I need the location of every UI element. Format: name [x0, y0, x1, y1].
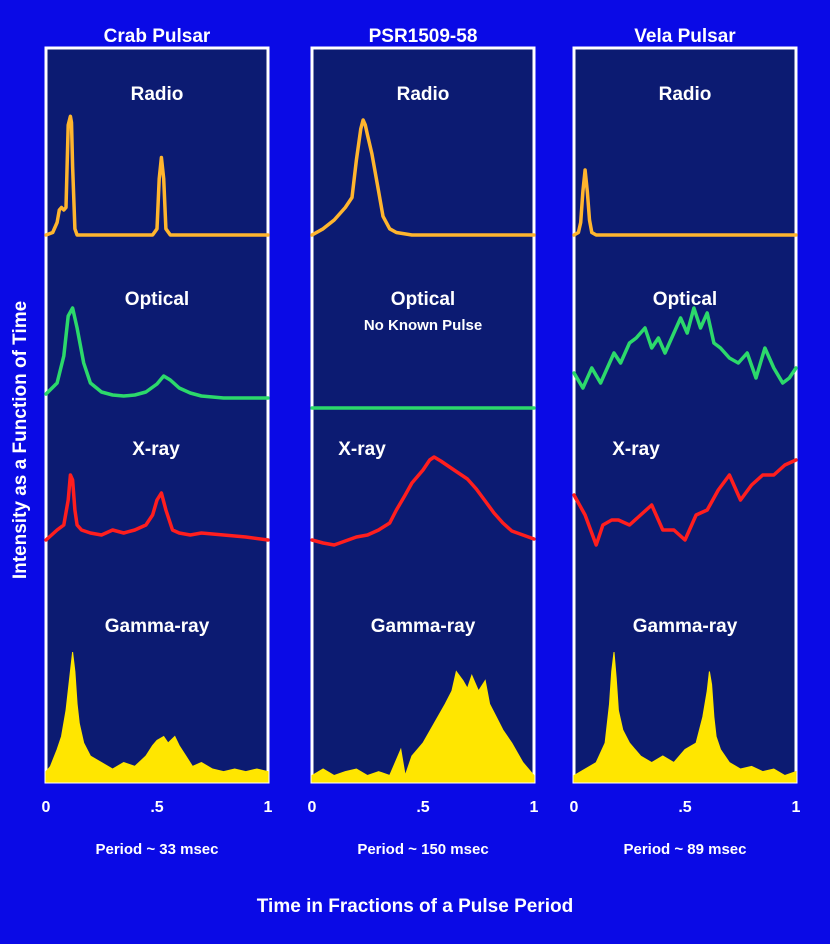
panel-frame	[44, 46, 270, 784]
x-tick-label: .5	[678, 799, 691, 816]
pulsar-panel: PSR1509-58 Radio Optical No Known Pulse X-ra…	[308, 26, 539, 858]
period-label: Period ~ 150 msec	[357, 841, 488, 858]
series-optical	[44, 306, 270, 400]
x-tick-label: 0	[570, 799, 579, 816]
x-tick-label: .5	[416, 799, 429, 816]
x-tick-label: 1	[792, 799, 801, 816]
series-radio	[572, 168, 798, 237]
series-x-ray	[572, 458, 798, 547]
band-label-x-ray: X-ray	[612, 439, 660, 460]
panel-frame	[572, 46, 798, 784]
panel-title: PSR1509-58	[369, 26, 478, 47]
x-axis-label: Time in Fractions of a Pulse Period	[257, 896, 573, 917]
band-label-radio: Radio	[659, 84, 712, 105]
y-axis-label: Intensity as a Function of Time	[10, 301, 31, 579]
x-tick-label: .5	[150, 799, 163, 816]
band-label-gamma-ray: Gamma-ray	[105, 616, 210, 637]
pulsar-panel: Vela Pulsar Radio Optical X-ray Gamma-ray 0 .5…	[570, 26, 801, 858]
panel-frame	[310, 46, 536, 784]
band-note: No Known Pulse	[364, 317, 482, 334]
band-label-x-ray: X-ray	[132, 439, 180, 460]
series-gamma-ray	[573, 651, 797, 783]
panel-title: Crab Pulsar	[104, 26, 211, 47]
panel-title: Vela Pulsar	[634, 26, 736, 47]
band-label-gamma-ray: Gamma-ray	[633, 616, 738, 637]
series-optical	[572, 306, 798, 390]
series-x-ray	[310, 455, 536, 547]
period-label: Period ~ 89 msec	[624, 841, 747, 858]
band-label-optical: Optical	[653, 289, 717, 310]
band-label-optical: Optical	[391, 289, 455, 310]
series-gamma-ray	[45, 651, 269, 783]
series-x-ray	[44, 473, 270, 542]
band-label-gamma-ray: Gamma-ray	[371, 616, 476, 637]
series-gamma-ray	[311, 670, 535, 783]
band-label-radio: Radio	[397, 84, 450, 105]
band-label-radio: Radio	[131, 84, 184, 105]
x-tick-label: 1	[530, 799, 539, 816]
x-tick-label: 0	[42, 799, 51, 816]
series-radio	[44, 114, 270, 237]
band-label-optical: Optical	[125, 289, 189, 310]
series-radio	[310, 118, 536, 237]
x-tick-label: 1	[264, 799, 273, 816]
pulsar-panel: Crab Pulsar Radio Optical X-ray Gamma-ray 0 .5…	[42, 26, 273, 858]
period-label: Period ~ 33 msec	[96, 841, 219, 858]
band-label-x-ray: X-ray	[338, 439, 386, 460]
x-tick-label: 0	[308, 799, 317, 816]
